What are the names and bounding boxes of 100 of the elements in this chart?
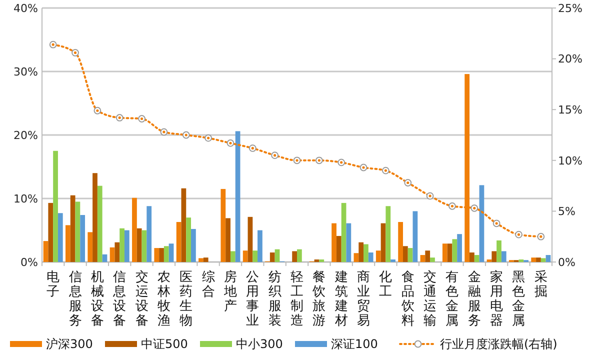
bar [159, 248, 164, 262]
bar [220, 188, 226, 262]
x-tick-label: 建筑建材 [334, 270, 348, 329]
bar [442, 244, 448, 262]
legend-label: 中证500 [141, 337, 188, 352]
bar [358, 242, 364, 262]
x-tick-label: 信息服务 [68, 270, 82, 329]
x-tick-label: 商业贸易 [357, 270, 370, 329]
y-tick-label: 40% [14, 2, 38, 15]
bar [132, 198, 137, 262]
bar [297, 249, 302, 262]
bar [181, 188, 186, 262]
bar [58, 213, 63, 262]
bar [142, 230, 147, 262]
y-tick-label: 10% [14, 192, 38, 206]
bar [479, 185, 484, 262]
bar [120, 228, 124, 262]
y2-tick-label: 15% [558, 103, 582, 116]
bar [110, 247, 115, 262]
x-tick-label: 交通运输 [424, 269, 437, 329]
x-tick-label: 房地产 [222, 269, 237, 314]
bar [186, 218, 192, 262]
bar [252, 250, 258, 262]
bar [43, 241, 48, 262]
legend-label: 中小300 [236, 337, 283, 352]
bar [386, 206, 391, 262]
bar [70, 195, 76, 262]
bar [66, 225, 70, 262]
bar [496, 240, 502, 262]
x-tick-label: 餐饮旅游 [312, 270, 326, 329]
bar [486, 259, 492, 262]
bar [408, 248, 413, 262]
bar [452, 239, 458, 262]
bar [376, 250, 381, 262]
bar [80, 215, 86, 262]
x-tick-label: 农林牧渔 [156, 270, 170, 329]
x-tick-label: 交运设备 [135, 269, 148, 329]
x-tick-label: 综合 [202, 270, 215, 300]
bar [146, 206, 152, 262]
bar [242, 250, 248, 262]
x-tick-label: 采掘 [534, 270, 548, 300]
x-tick-label: 家用电器 [490, 269, 504, 329]
bar [92, 173, 98, 262]
y2-tick-label: 10% [558, 154, 582, 168]
x-tick-label: 纺织服装 [268, 270, 282, 329]
bar [425, 250, 430, 262]
bar [447, 244, 452, 262]
x-tick-label: 化工 [379, 270, 392, 300]
bar [474, 255, 480, 262]
x-tick-label: 公用事业 [246, 270, 260, 329]
bar [354, 253, 359, 262]
bar [88, 232, 93, 262]
bar [292, 251, 297, 262]
x-tick-label: 食品饮料 [400, 270, 414, 329]
bar [531, 258, 536, 262]
bar [154, 248, 160, 262]
bar [346, 223, 352, 262]
bar [546, 255, 551, 262]
bar [470, 252, 474, 262]
y2-tick-label: 0% [558, 256, 576, 269]
bar [420, 255, 426, 262]
bar [332, 223, 336, 262]
bar [364, 244, 368, 262]
bar [168, 244, 174, 262]
bar [398, 222, 403, 262]
bar [402, 246, 408, 262]
x-tick-label: 金融服务 [468, 270, 481, 329]
bar [457, 234, 462, 262]
bar [258, 230, 262, 262]
bar [270, 252, 275, 262]
legend-label: 深证100 [331, 337, 378, 352]
bar [102, 254, 108, 262]
bar [430, 258, 435, 262]
bar [48, 202, 54, 262]
bar [319, 259, 324, 262]
bar [226, 218, 230, 262]
y2-tick-label: 20% [558, 52, 582, 66]
legend-label: 沪深300 [46, 337, 93, 352]
x-tick-label: 有色金属 [446, 270, 459, 329]
bar [53, 150, 58, 262]
y-tick-label: 0% [20, 256, 38, 269]
bar [198, 258, 204, 262]
y-tick-label: 20% [14, 128, 38, 142]
bar [114, 242, 120, 262]
bar [341, 202, 346, 262]
bar [274, 249, 280, 262]
bar [176, 222, 182, 262]
bar [230, 251, 236, 262]
bar [540, 258, 546, 262]
bar [492, 251, 497, 262]
bar [368, 252, 374, 262]
y2-tick-label: 25% [558, 2, 582, 15]
bar [380, 223, 386, 262]
x-tick-label: 机械设备 [90, 270, 104, 329]
bar [518, 259, 524, 262]
bar [203, 258, 208, 262]
bar [336, 236, 342, 262]
bar [75, 202, 80, 262]
bar [248, 216, 253, 262]
y2-tick-label: 5% [558, 205, 576, 218]
